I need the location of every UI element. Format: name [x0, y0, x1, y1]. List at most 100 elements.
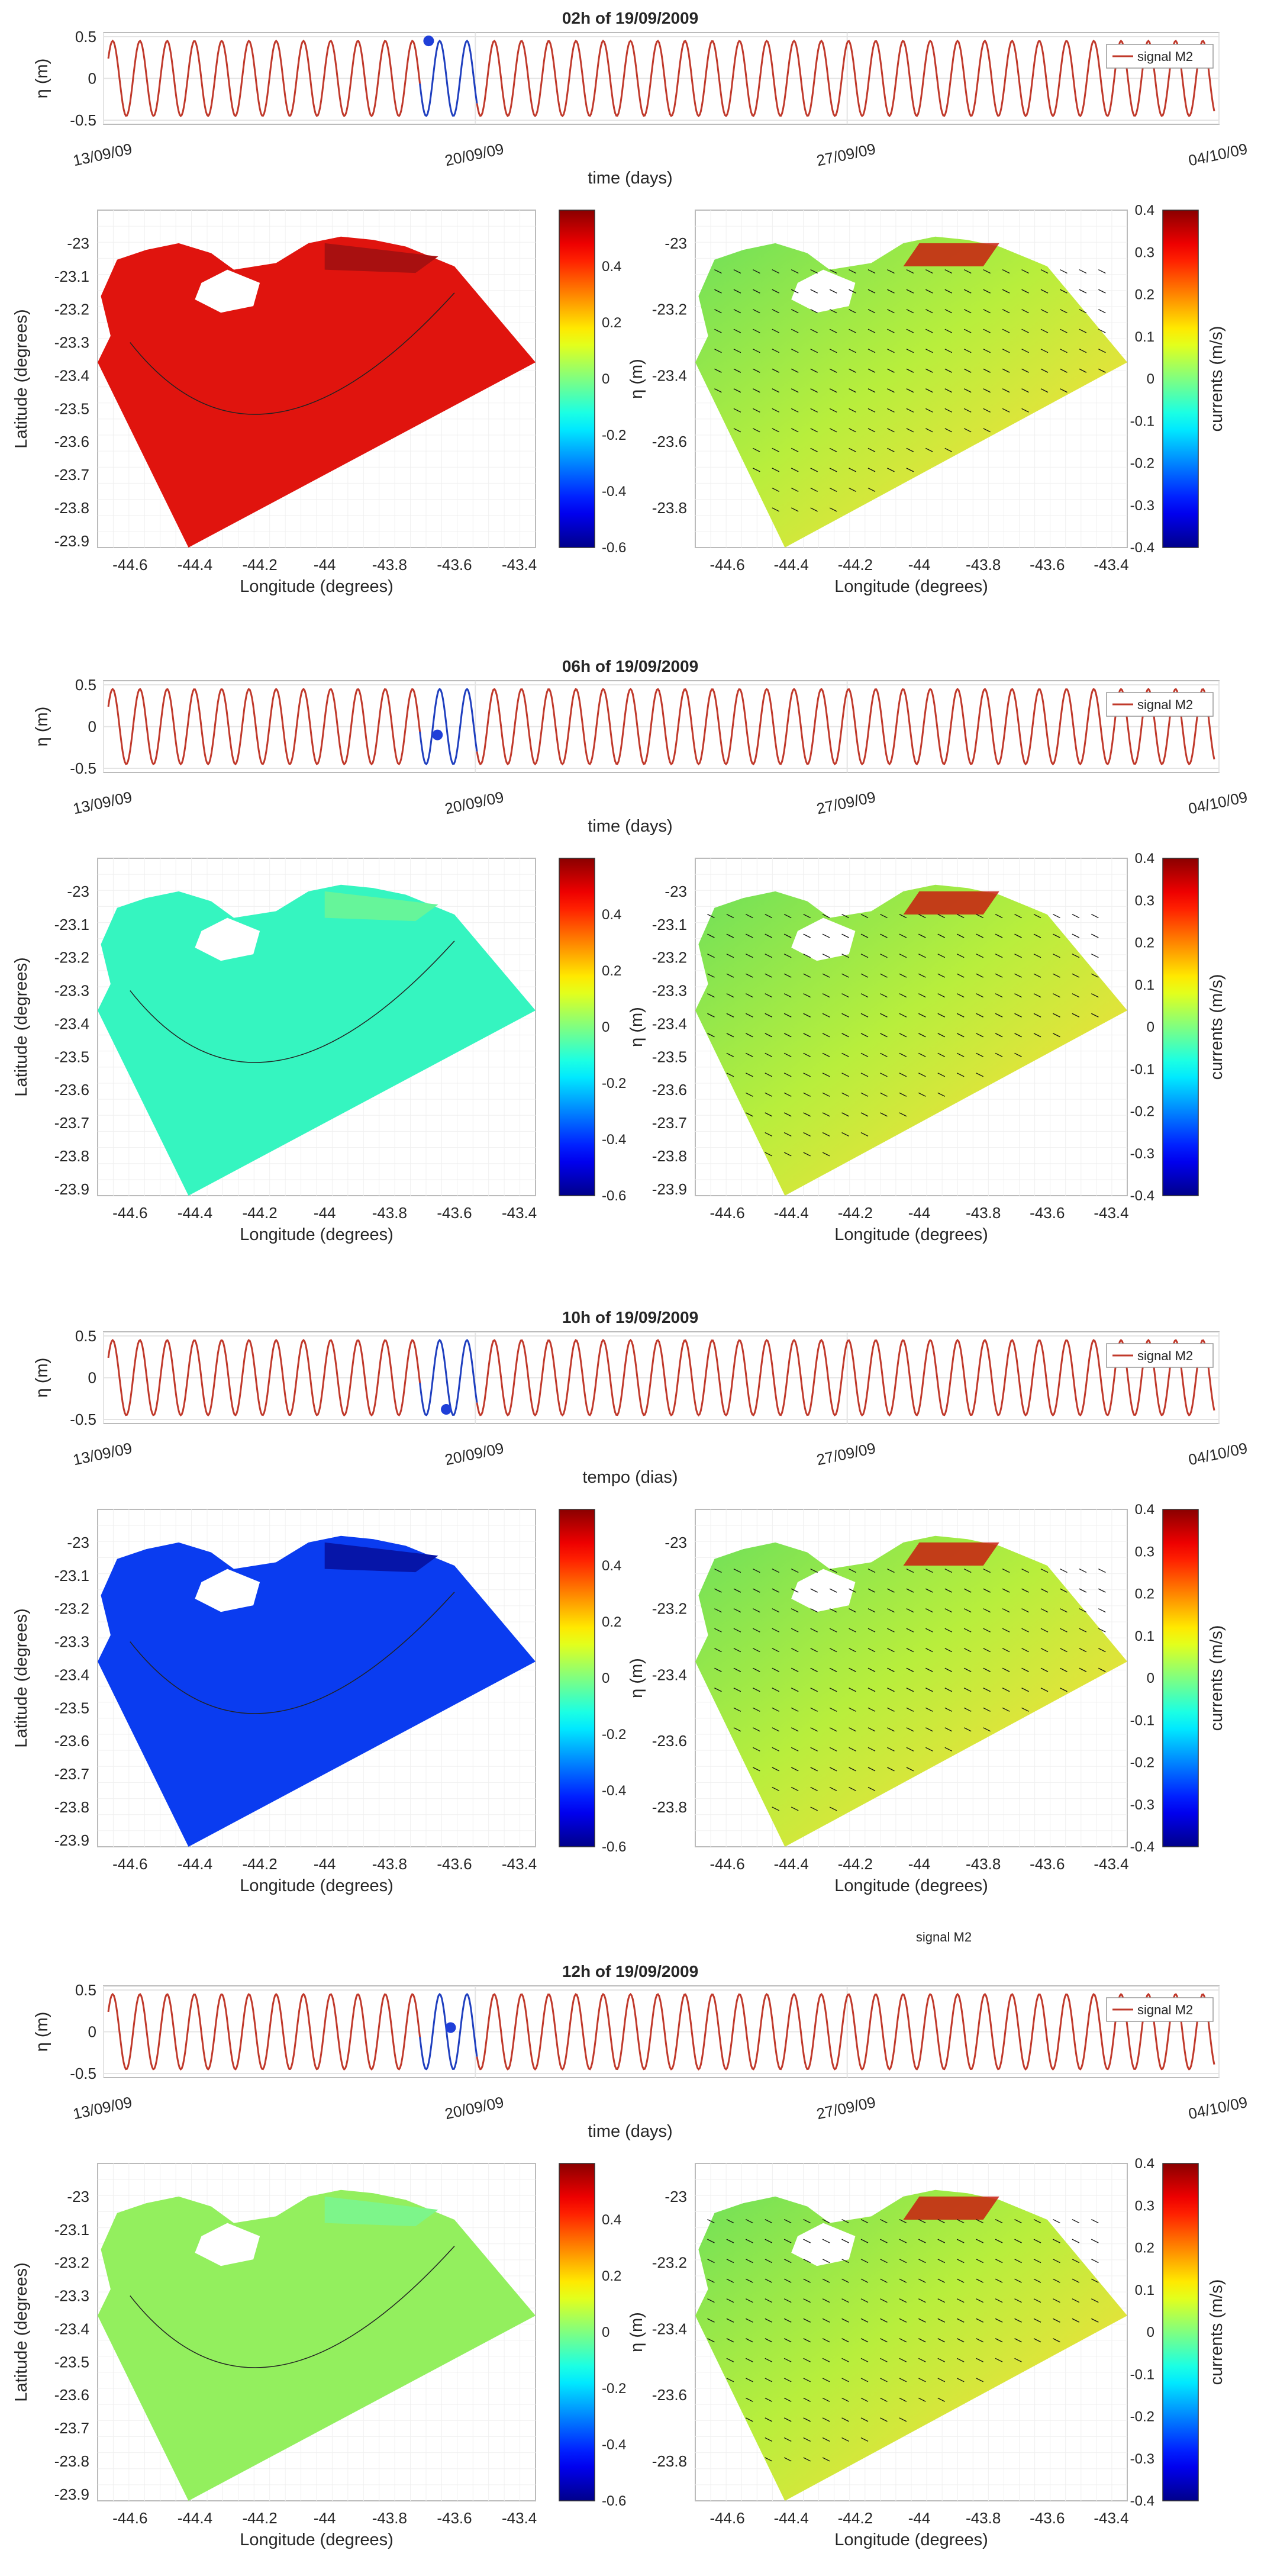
current-arrow: [1014, 2219, 1022, 2224]
current-arrow: [1040, 329, 1049, 333]
y-tick-label: -23: [67, 234, 89, 252]
current-arrow: [772, 329, 780, 333]
current-arrow: [1060, 309, 1068, 314]
current-arrow: [841, 2239, 849, 2243]
current-arrow: [791, 1667, 799, 1672]
x-tick-label: -44: [314, 1855, 336, 1873]
current-arrow: [803, 1033, 811, 1038]
island: [791, 1569, 856, 1612]
x-date-tick-label: 04/10/09: [1187, 140, 1249, 169]
current-arrow: [783, 1152, 792, 1157]
y-tick-label: 0.5: [75, 1981, 96, 1999]
current-arrow: [963, 1628, 972, 1632]
current-arrow: [753, 368, 760, 373]
current-arrow: [733, 1648, 741, 1653]
current-arrow: [753, 1628, 760, 1632]
current-arrow: [976, 1013, 983, 1017]
current-arrow: [944, 1727, 953, 1732]
current-vectors: [707, 2219, 1099, 2462]
current-arrow: [714, 289, 722, 294]
current-arrow: [956, 2358, 965, 2362]
current-arrow: [1033, 2219, 1041, 2224]
current-arrow: [707, 914, 715, 919]
current-arrow: [841, 1112, 849, 1117]
current-arrow: [867, 1727, 876, 1732]
y-tick-label: -23.1: [54, 2221, 89, 2239]
colorbar-tick-label: -0.6: [602, 540, 626, 556]
current-arrow: [983, 1628, 991, 1632]
current-arrow: [772, 309, 780, 314]
current-arrow: [726, 2239, 734, 2243]
current-arrow: [726, 2318, 734, 2323]
strong-current-zone: [903, 243, 999, 266]
current-arrow: [765, 2259, 773, 2263]
current-arrow: [765, 933, 773, 938]
current-arrow: [976, 2338, 983, 2343]
current-arrow: [887, 1747, 895, 1751]
y-tick-label: 0: [88, 2023, 96, 2041]
current-arrow: [860, 933, 869, 938]
x-tick-label: -43.4: [1094, 1204, 1128, 1222]
current-arrow: [783, 973, 792, 978]
current-arrow: [899, 1112, 907, 1117]
current-arrow: [918, 1052, 926, 1057]
current-arrow: [963, 1707, 972, 1712]
current-arrow: [772, 1767, 780, 1772]
current-arrow: [944, 388, 953, 393]
current-arrow: [714, 1608, 722, 1613]
current-arrow: [791, 468, 799, 472]
current-arrow: [976, 1033, 983, 1038]
current-arrow: [1002, 1667, 1010, 1672]
current-arrow: [822, 1112, 830, 1117]
current-arrow: [925, 1747, 933, 1751]
current-arrow: [733, 269, 741, 274]
current-arrow: [746, 2298, 753, 2303]
current-arrow: [1021, 1588, 1029, 1593]
y-tick-label: -0.5: [70, 2065, 96, 2082]
current-arrow: [860, 973, 869, 978]
y-tick-label: -23.1: [54, 268, 89, 285]
current-arrow: [783, 2318, 792, 2323]
current-arrow: [1079, 289, 1087, 294]
current-arrow: [803, 914, 811, 919]
strong-current-zone: [903, 1542, 999, 1566]
colorbar-tick-label: 0.2: [1135, 287, 1154, 303]
current-arrow: [772, 1807, 780, 1811]
current-arrow: [849, 468, 856, 472]
strong-current-zone: [903, 891, 999, 915]
y-tick-label: -23.3: [54, 334, 89, 352]
map-x-label: Longitude (degrees): [834, 1876, 988, 1895]
current-arrow: [849, 349, 856, 353]
current-arrow: [1053, 914, 1060, 919]
current-arrow: [963, 368, 972, 373]
stray-label: signal M2: [916, 1930, 972, 1944]
current-arrow: [918, 2259, 926, 2263]
current-arrow: [707, 2259, 715, 2263]
current-arrow: [944, 349, 953, 353]
current-arrow: [783, 2378, 792, 2382]
x-tick-label: -44: [908, 1855, 931, 1873]
legend-label: signal M2: [1137, 2002, 1193, 2017]
current-arrow: [887, 329, 895, 333]
current-arrow: [822, 914, 830, 919]
y-tick-label: -23.4: [652, 1015, 687, 1032]
current-arrow: [899, 1073, 907, 1077]
current-arrow: [1002, 408, 1010, 413]
elevation-field: [98, 2189, 536, 2501]
current-arrow: [918, 2298, 926, 2303]
current-arrow: [918, 2358, 926, 2362]
current-arrow: [860, 2378, 869, 2382]
current-arrow: [753, 309, 760, 314]
current-arrow: [918, 1013, 926, 1017]
x-tick-label: -43.8: [966, 1204, 1001, 1222]
current-arrow: [803, 2417, 811, 2422]
current-arrow: [707, 2219, 715, 2224]
map-y-label: η (m): [627, 2312, 646, 2352]
y-tick-label: -23.4: [54, 1666, 89, 1683]
current-arrow: [822, 2358, 830, 2362]
y-tick-label: -23.7: [652, 1114, 687, 1132]
current-arrow: [887, 1608, 895, 1613]
current-arrow: [983, 269, 991, 274]
current-arrow: [841, 2318, 849, 2323]
colorbar-tick-label: -0.2: [1130, 1755, 1154, 1771]
